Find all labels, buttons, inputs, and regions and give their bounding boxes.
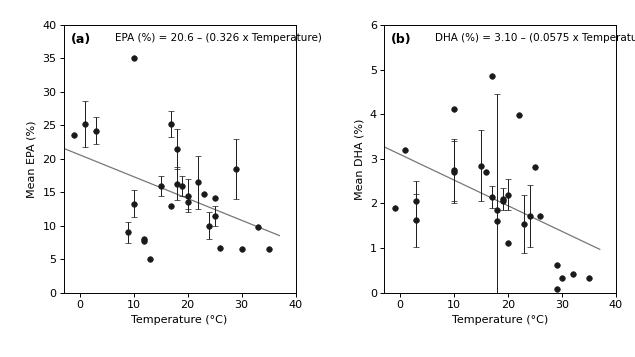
Text: (a): (a): [70, 33, 91, 46]
Y-axis label: Mean EPA (%): Mean EPA (%): [27, 120, 37, 198]
X-axis label: Temperature (°C): Temperature (°C): [451, 315, 548, 325]
Text: DHA (%) = 3.10 – (0.0575 x Temperature): DHA (%) = 3.10 – (0.0575 x Temperature): [435, 33, 635, 43]
Text: (b): (b): [391, 33, 411, 46]
Y-axis label: Mean DHA (%): Mean DHA (%): [354, 118, 364, 200]
X-axis label: Temperature (°C): Temperature (°C): [131, 315, 228, 325]
Text: EPA (%) = 20.6 – (0.326 x Temperature): EPA (%) = 20.6 – (0.326 x Temperature): [114, 33, 321, 43]
